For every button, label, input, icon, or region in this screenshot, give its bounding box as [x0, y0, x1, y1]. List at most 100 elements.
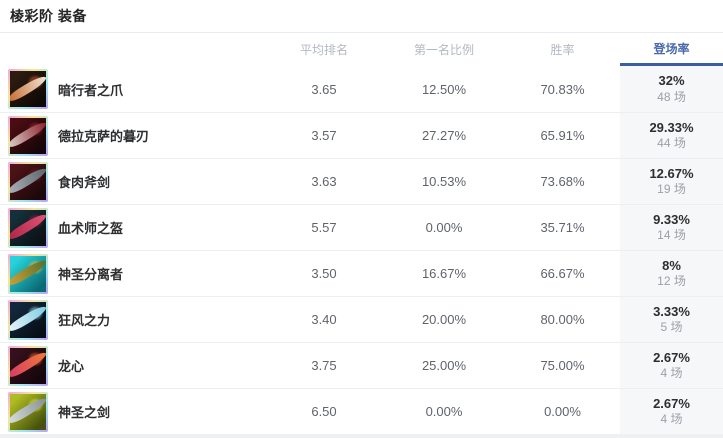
equipment-table-body: 暗行者之爪 3.65 12.50% 70.83% 32% 48 场 德拉克萨的暮…: [0, 66, 723, 434]
item-icon-art: [10, 301, 46, 338]
item-cell: 神圣分离者: [0, 250, 265, 296]
avg-rank-value: 3.63: [265, 158, 383, 204]
item-icon: [8, 345, 48, 386]
appearance-games-count: 19 场: [657, 182, 686, 197]
appearance-games-count: 44 场: [657, 136, 686, 151]
item-icon-blade: [10, 165, 46, 197]
appearance-games-count: 5 场: [660, 320, 683, 335]
item-icon-blade: [10, 119, 46, 151]
item-icon: [8, 69, 48, 109]
avg-rank-value: 3.57: [265, 112, 383, 158]
table-row[interactable]: 血术师之盔 5.57 0.00% 35.71% 9.33% 14 场: [0, 204, 723, 250]
item-icon-blade: [10, 257, 46, 289]
appearance-games-count: 48 场: [657, 89, 686, 104]
avg-rank-value: 6.50: [265, 388, 383, 434]
table-row[interactable]: 龙心 3.75 25.00% 75.00% 2.67% 4 场: [0, 342, 723, 388]
column-header-avg-rank[interactable]: 平均排名: [299, 43, 348, 57]
appearance-rate-value: 8%: [662, 257, 681, 273]
item-icon-blade: [10, 349, 46, 381]
first-rate-value: 10.53%: [383, 158, 505, 204]
item-cell: 食肉斧剑: [0, 158, 265, 204]
item-name: 暗行者之爪: [58, 82, 124, 98]
appearance-cell: 9.33% 14 场: [620, 204, 723, 250]
item-icon: [8, 253, 48, 294]
appearance-cell: 32% 48 场: [620, 66, 723, 112]
item-icon-blade: [10, 73, 46, 105]
appearance-cell: 8% 12 场: [620, 250, 723, 296]
column-header-item: [0, 33, 265, 66]
win-rate-value: 66.67%: [505, 250, 620, 296]
avg-rank-value: 3.50: [265, 250, 383, 296]
win-rate-value: 35.71%: [505, 204, 620, 250]
item-icon: [8, 299, 48, 340]
section-divider: [0, 434, 723, 438]
first-rate-value: 25.00%: [383, 342, 505, 388]
item-icon-art: [10, 163, 46, 200]
item-name: 德拉克萨的暮刃: [58, 129, 150, 144]
appearance-cell: 29.33% 44 场: [620, 112, 723, 158]
appearance-rate-value: 3.33%: [653, 303, 690, 319]
avg-rank-value: 5.57: [265, 204, 383, 250]
item-cell: 龙心: [0, 342, 265, 388]
table-header-row: 平均排名 第一名比例 胜率 登场率: [0, 33, 723, 66]
appearance-cell: 2.67% 4 场: [620, 342, 723, 388]
item-icon: [8, 161, 48, 202]
item-icon-blade: [10, 395, 46, 427]
table-row[interactable]: 食肉斧剑 3.63 10.53% 73.68% 12.67% 19 场: [0, 158, 723, 204]
item-icon-art: [10, 347, 46, 384]
win-rate-value: 65.91%: [505, 112, 620, 158]
avg-rank-value: 3.40: [265, 296, 383, 342]
first-rate-value: 27.27%: [383, 112, 505, 158]
item-name: 狂风之力: [58, 313, 111, 328]
item-icon-blade: [10, 303, 46, 335]
item-cell: 德拉克萨的暮刃: [0, 112, 265, 158]
column-header-appearance-rate[interactable]: 登场率: [620, 33, 723, 66]
first-rate-value: 16.67%: [383, 250, 505, 296]
win-rate-value: 75.00%: [505, 342, 620, 388]
item-cell: 暗行者之爪: [0, 66, 265, 112]
appearance-cell: 3.33% 5 场: [620, 296, 723, 342]
item-icon-art: [10, 117, 46, 154]
avg-rank-value: 3.65: [311, 81, 337, 97]
appearance-games-count: 4 场: [660, 412, 683, 427]
appearance-cell: 12.67% 19 场: [620, 158, 723, 204]
avg-rank-value: 3.75: [265, 342, 383, 388]
item-name: 神圣分离者: [58, 267, 124, 282]
table-row[interactable]: 暗行者之爪 3.65 12.50% 70.83% 32% 48 场: [0, 66, 723, 112]
item-cell: 神圣之剑: [0, 388, 265, 434]
column-header-first-rate[interactable]: 第一名比例: [413, 43, 474, 57]
item-name: 食肉斧剑: [58, 175, 111, 190]
page-title: 棱彩阶 装备: [10, 8, 87, 24]
item-icon: [8, 207, 48, 248]
win-rate-value: 70.83%: [540, 81, 585, 97]
appearance-cell: 2.67% 4 场: [620, 388, 723, 434]
appearance-rate-value: 29.33%: [649, 119, 694, 135]
first-rate-value: 12.50%: [421, 81, 467, 97]
item-icon-art: [10, 393, 46, 430]
first-rate-value: 0.00%: [383, 388, 505, 434]
first-rate-value: 20.00%: [383, 296, 505, 342]
table-row[interactable]: 德拉克萨的暮刃 3.57 27.27% 65.91% 29.33% 44 场: [0, 112, 723, 158]
item-icon-art: [10, 209, 46, 246]
item-name: 神圣之剑: [58, 405, 111, 420]
column-header-win-rate[interactable]: 胜率: [550, 43, 575, 57]
appearance-rate-value: 32%: [658, 73, 685, 89]
appearance-rate-value: 12.67%: [649, 165, 694, 181]
appearance-rate-value: 9.33%: [653, 211, 690, 227]
item-name: 龙心: [58, 359, 85, 374]
appearance-games-count: 4 场: [660, 366, 683, 381]
appearance-games-count: 12 场: [657, 274, 686, 289]
table-row[interactable]: 狂风之力 3.40 20.00% 80.00% 3.33% 5 场: [0, 296, 723, 342]
item-icon-art: [10, 255, 46, 292]
appearance-rate-value: 2.67%: [653, 349, 690, 365]
win-rate-value: 73.68%: [505, 158, 620, 204]
item-icon: [8, 391, 48, 432]
table-row[interactable]: 神圣之剑 6.50 0.00% 0.00% 2.67% 4 场: [0, 388, 723, 434]
item-icon-blade: [10, 211, 46, 243]
item-cell: 血术师之盔: [0, 204, 265, 250]
win-rate-value: 0.00%: [505, 388, 620, 434]
appearance-games-count: 14 场: [657, 228, 686, 243]
table-row[interactable]: 神圣分离者 3.50 16.67% 66.67% 8% 12 场: [0, 250, 723, 296]
item-icon-art: [10, 71, 46, 107]
